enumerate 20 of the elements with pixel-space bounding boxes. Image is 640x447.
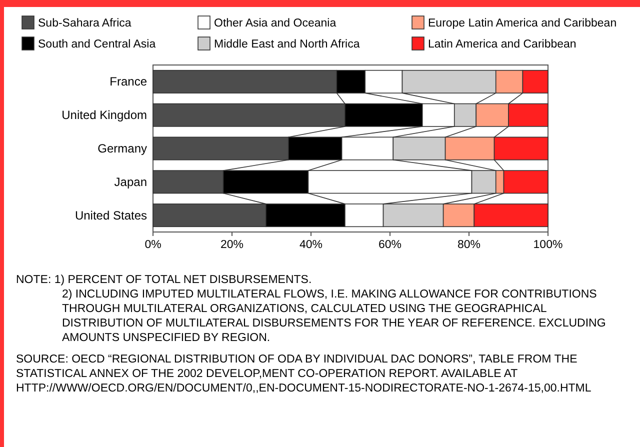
x-tick-label: 40% bbox=[299, 239, 323, 251]
x-tick-label: 0% bbox=[144, 239, 162, 251]
y-tick-label: France bbox=[110, 74, 148, 89]
legend-label: Other Asia and Oceania bbox=[214, 18, 337, 30]
text: NOTE: 1) PERCENT OF TOTAL NET DISBURSEMENTS. bbox=[16, 274, 312, 286]
text: 2) INCLUDING IMPUTED MULTILATERAL FLOWS, I.E. MAKING ALLOWANCE FOR CONTRIBUTIONS THROUGH MULTILATERAL ORGANIZATIONS, CALCULATED USING THE GEOGRAPHICAL DISTRIBUTION OF MULTILATERAL DISBURSEMENTS FOR THE YEAR OF REFERENCE. EXCLUDING AMOUNTS UNSPECIFIED BY REGION. bbox=[62, 288, 606, 344]
legend-label: Europe Latin America and Caribbean bbox=[428, 18, 617, 30]
x-tick-label: 100% bbox=[533, 239, 563, 251]
legend-label: Sub-Sahara Africa bbox=[38, 18, 132, 30]
y-tick-label: Japan bbox=[114, 174, 147, 189]
y-tick-label: United Kingdom bbox=[62, 108, 147, 122]
x-tick-label: 60% bbox=[378, 239, 402, 251]
legend-label: Latin America and Caribbean bbox=[428, 38, 576, 50]
x-tick-label: 80% bbox=[457, 239, 481, 251]
legend-label: Middle East and North Africa bbox=[214, 38, 360, 50]
legend-label: South and Central Asia bbox=[38, 38, 156, 50]
y-tick-label: United States bbox=[74, 208, 147, 222]
x-tick-label: 20% bbox=[220, 239, 244, 251]
y-tick-label: Germany bbox=[98, 142, 147, 156]
source-note: SOURCE: OECD “REGIONAL DISTRIBUTION OF ODA BY INDIVIDUAL DAC DONORS”, TABLE FROM THE STATISTICAL ANNEX OF THE 2002 DEVELOP,MENT CO-OPERATION REPORT. AVAILABLE AT HTTP://WWW/OECD.ORG/EN/DOCUMENT/0,,EN-DOCUMENT-15-NODIRECTORATE-NO-1-2674-15,00.HTML bbox=[16, 354, 592, 394]
